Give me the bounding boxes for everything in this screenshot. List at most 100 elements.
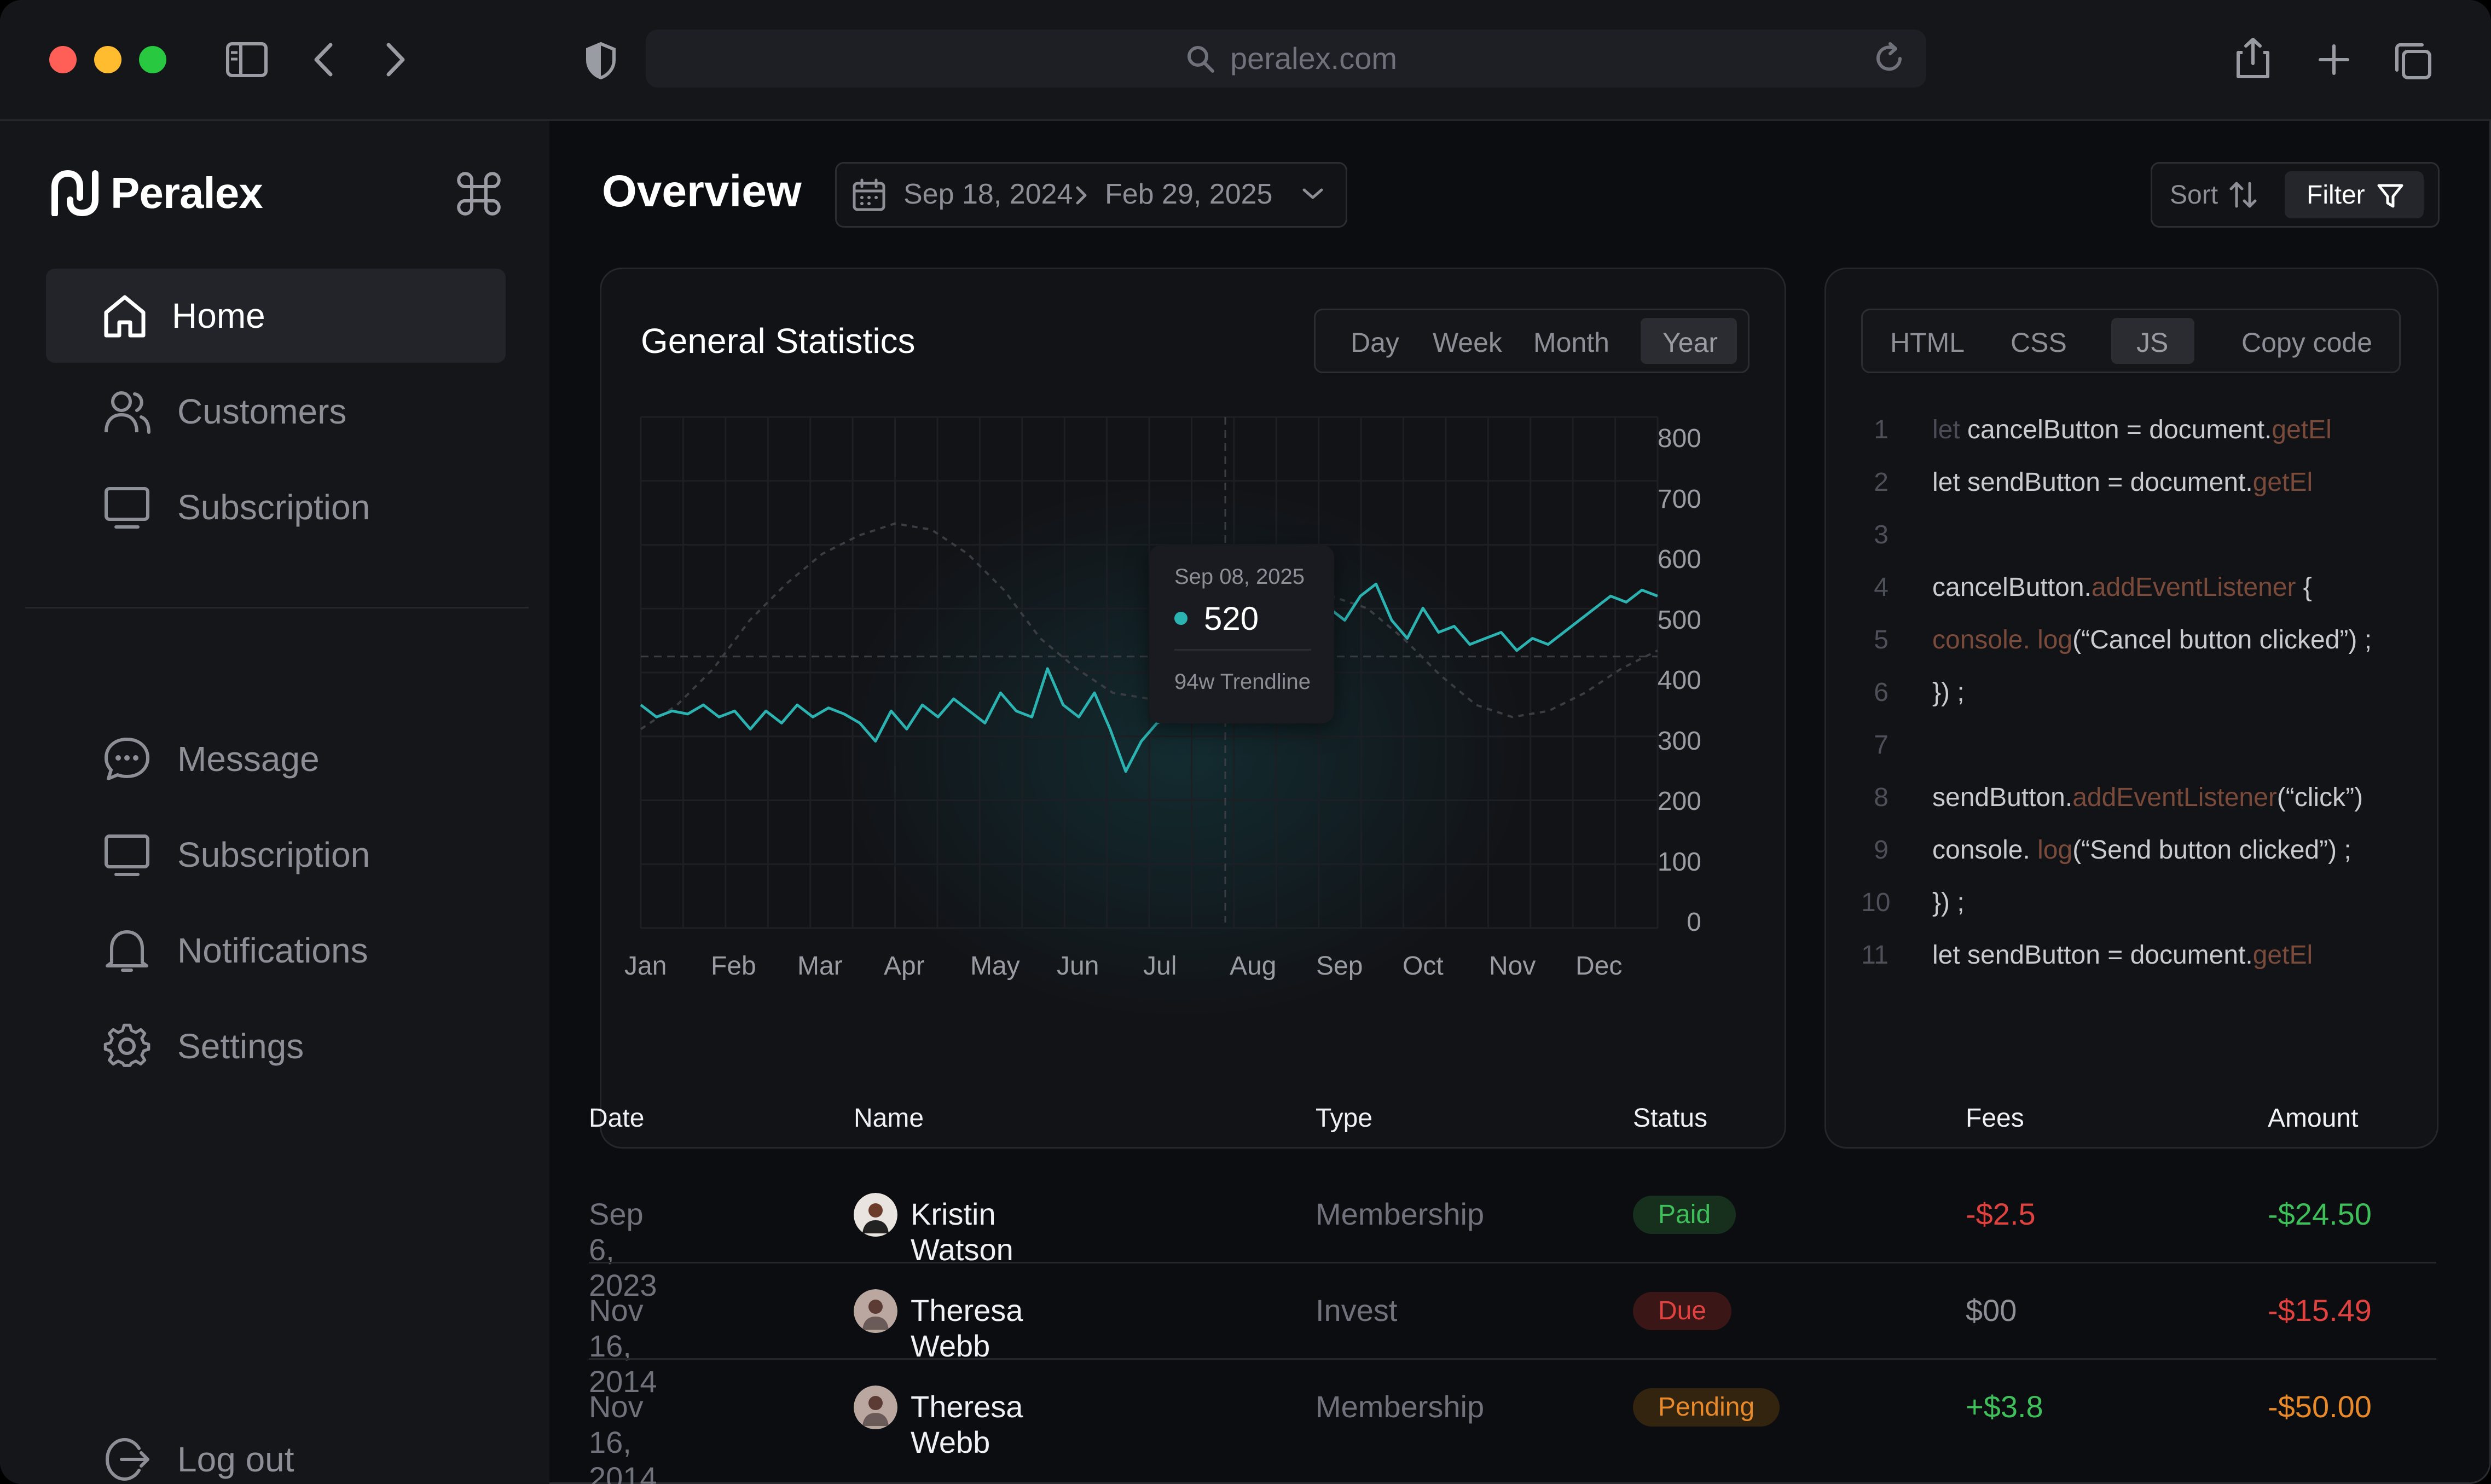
range-month[interactable]: Month [1533, 327, 1609, 358]
command-icon[interactable] [456, 171, 501, 216]
main-series-line[interactable] [640, 582, 1658, 773]
column-header[interactable]: Status [1633, 1104, 1708, 1133]
code-token: cancelButton. [1932, 573, 2092, 602]
sidebar-item-subscription[interactable]: Subscription [46, 460, 506, 554]
date-end: Feb 29, 2025 [1105, 178, 1273, 210]
avatar [854, 1193, 897, 1237]
column-header[interactable]: Date [589, 1104, 645, 1133]
calendar-icon [853, 178, 885, 211]
line-number: 11 [1861, 941, 1888, 970]
tab-html[interactable]: HTML [1890, 327, 1965, 358]
sort-label: Sort [2170, 181, 2218, 210]
date-range-picker[interactable]: Sep 18, 2024 Feb 29, 2025 [835, 162, 1347, 228]
sidebar-item-label: Subscription [177, 488, 370, 527]
sidebar-item-label: Home [172, 296, 265, 335]
cell-name: Kristin Watson [911, 1197, 1013, 1267]
copy-code-button[interactable]: Copy code [2241, 327, 2373, 358]
column-header[interactable]: Type [1316, 1104, 1373, 1133]
code-token: console. log [1932, 625, 2073, 654]
sidebar-item-subscription-2[interactable]: Subscription [46, 808, 506, 902]
monitor-icon [105, 487, 149, 529]
code-token: addEventListener [2072, 783, 2277, 812]
y-tick-label: 800 [1657, 424, 1701, 453]
address-bar[interactable]: peralex.com [646, 30, 1926, 88]
x-tick-label: Mar [797, 952, 843, 981]
range-day[interactable]: Day [1351, 327, 1399, 358]
code-tab-active-indicator [2111, 318, 2194, 364]
line-number: 10 [1861, 888, 1891, 917]
row-divider [589, 1358, 2436, 1360]
tab-css[interactable]: CSS [2011, 327, 2067, 358]
reload-icon[interactable] [1872, 40, 1908, 77]
chevron-right-icon [1076, 186, 1087, 205]
range-week[interactable]: Week [1433, 327, 1502, 358]
column-header[interactable]: Name [854, 1104, 924, 1133]
brand[interactable]: Peralex [49, 166, 263, 221]
code-text: }) ; [1932, 677, 1965, 708]
code-token: { [2296, 573, 2312, 602]
sidebar-item-settings[interactable]: Settings [46, 999, 506, 1093]
code-token: (“Send button clicked”) ; [2072, 836, 2351, 865]
line-number: 4 [1874, 573, 1888, 602]
peralex-logo-icon [51, 170, 99, 216]
x-tick-label: Jan [624, 952, 667, 981]
maximize-window-button[interactable] [139, 46, 166, 73]
code-snippet-card: HTML CSS JS Copy code 1 let cancelButton … [1824, 268, 2438, 1149]
stats-title: General Statistics [641, 321, 916, 361]
code-token: getEl [2272, 415, 2332, 444]
y-tick-label: 200 [1657, 787, 1701, 816]
tooltip-date: Sep 08, 2025 [1174, 565, 1305, 589]
line-number: 5 [1874, 625, 1888, 654]
back-icon[interactable] [312, 42, 336, 78]
bell-icon [106, 930, 148, 972]
status-badge: Paid [1633, 1196, 1736, 1234]
sidebar-toggle-icon[interactable] [225, 42, 268, 78]
statistics-line-chart[interactable] [601, 269, 1785, 1147]
trendline-series [640, 522, 1658, 731]
code-token: (“click”) [2276, 783, 2363, 812]
line-number: 7 [1874, 731, 1888, 760]
cell-date: Sep 6, 2023 [589, 1197, 657, 1302]
sidebar-item-customers[interactable]: Customers [46, 364, 506, 459]
date-start: Sep 18, 2024 [903, 178, 1073, 210]
line-number: 1 [1874, 415, 1888, 444]
gear-icon [103, 1023, 150, 1067]
code-text: console. log(“Send button clicked”) ; [1932, 835, 2351, 865]
filter-label: Filter [2307, 181, 2365, 210]
share-icon[interactable] [2235, 36, 2271, 80]
line-number: 3 [1874, 520, 1888, 549]
sidebar: Peralex Home Customers S [0, 121, 549, 1484]
tooltip-value: 520 [1204, 600, 1259, 637]
privacy-shield-icon[interactable] [584, 42, 617, 80]
forward-icon[interactable] [383, 42, 407, 78]
sort-button[interactable]: Sort [2152, 164, 2284, 226]
main-content: Overview Sep 18, 2024 Feb 29, 2025 Sort [549, 121, 2491, 1484]
minimize-window-button[interactable] [94, 46, 121, 73]
close-window-button[interactable] [49, 46, 77, 73]
message-icon [105, 738, 149, 780]
sidebar-item-message[interactable]: Message [46, 712, 506, 806]
sidebar-item-notifications[interactable]: Notifications [46, 903, 506, 998]
tab-js[interactable]: JS [2136, 327, 2169, 358]
new-tab-icon[interactable] [2318, 44, 2350, 76]
line-number: 8 [1874, 783, 1888, 812]
range-selector: Day Week Month Year [1314, 309, 1750, 373]
column-header[interactable]: Fees [1966, 1104, 2024, 1133]
code-tabs: HTML CSS JS Copy code [1861, 309, 2401, 373]
code-text: let sendButton = document.getEl [1932, 940, 2313, 970]
column-header[interactable]: Amount [2268, 1104, 2359, 1133]
y-tick-label: 700 [1657, 484, 1701, 514]
sidebar-item-home[interactable]: Home [46, 269, 506, 363]
filter-button[interactable]: Filter [2285, 171, 2424, 218]
tooltip-caption: 94w Trendline [1174, 670, 1311, 694]
page-title: Overview [602, 166, 802, 216]
tabs-overview-icon[interactable] [2392, 40, 2433, 81]
line-number: 6 [1874, 678, 1888, 707]
avatar [854, 1386, 897, 1429]
cell-fees: +$3.8 [1966, 1389, 2043, 1424]
range-year[interactable]: Year [1662, 327, 1718, 358]
logout-button[interactable]: Log out [46, 1412, 506, 1484]
y-tick-label: 600 [1657, 545, 1701, 574]
cell-amount: -$50.00 [2268, 1389, 2372, 1424]
code-token: addEventListener [2091, 573, 2296, 602]
